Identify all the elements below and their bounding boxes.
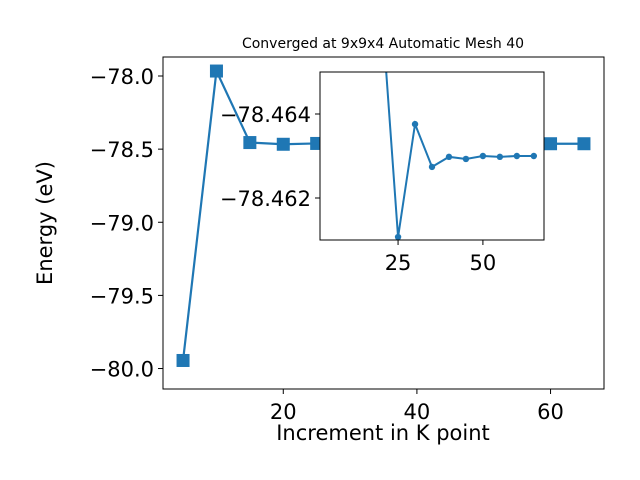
y-tick-label: −78.5 <box>90 138 154 162</box>
point-marker <box>544 137 558 151</box>
point-marker <box>411 120 419 128</box>
y-tick-label: −79.0 <box>90 211 154 235</box>
y-tick-label: −78.0 <box>90 65 154 89</box>
point-marker <box>577 137 591 151</box>
chart-title: Converged at 9x9x4 Automatic Mesh 40 <box>242 36 524 52</box>
series-line <box>385 72 534 238</box>
x-tick-label: 60 <box>537 400 564 424</box>
y-tick-label: −78.464 <box>220 103 311 127</box>
y-tick-label: −80.0 <box>90 358 154 382</box>
point-marker <box>513 152 521 160</box>
y-axis-label: Energy (eV) <box>33 161 57 285</box>
x-tick-label: 25 <box>385 251 412 275</box>
y-tick-label: −78.462 <box>220 187 311 211</box>
plot-layer <box>378 0 538 240</box>
point-marker <box>479 152 487 160</box>
point-marker <box>496 153 504 161</box>
y-tick-label: −79.5 <box>90 284 154 308</box>
point-marker <box>394 233 402 240</box>
point-marker <box>445 153 453 161</box>
point-marker <box>378 0 384 4</box>
point-marker <box>209 64 223 78</box>
point-marker <box>176 353 190 367</box>
x-tick-label: 40 <box>404 400 431 424</box>
point-marker <box>276 137 290 151</box>
axes-frame <box>162 56 605 390</box>
x-axis-label: Increment in K point <box>276 421 490 445</box>
point-marker <box>428 163 436 171</box>
axes-frame <box>319 71 545 241</box>
point-marker <box>462 155 470 163</box>
x-tick-label: 50 <box>470 251 497 275</box>
point-marker <box>530 152 538 160</box>
point-marker <box>243 136 257 150</box>
x-tick-label: 20 <box>270 400 297 424</box>
